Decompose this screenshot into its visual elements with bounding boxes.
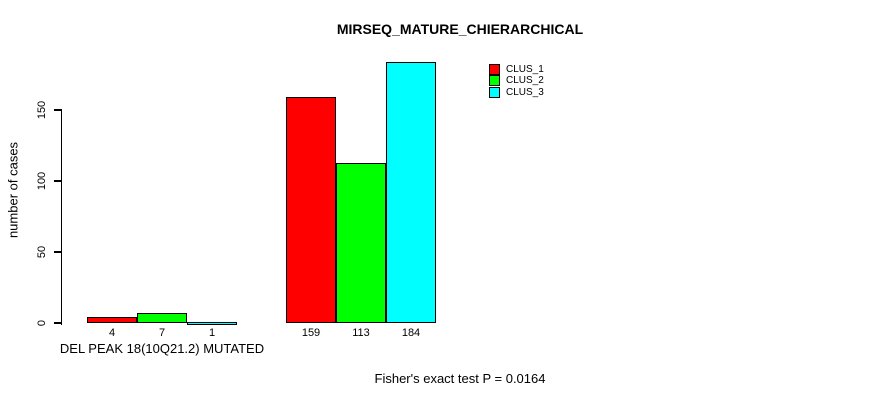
legend-label: CLUS_2 <box>506 75 544 87</box>
y-axis-title: number of cases <box>5 141 21 239</box>
x-group-label: DEL PEAK 18(10Q21.2) MUTATED <box>59 341 265 356</box>
legend-item-clus_2: CLUS_2 <box>489 75 544 87</box>
fisher-test-annotation: Fisher's exact test P = 0.0164 <box>374 371 546 386</box>
bar-clus_2-group2 <box>336 162 386 323</box>
legend-label: CLUS_3 <box>506 86 544 98</box>
bar-value-label: 113 <box>352 327 370 339</box>
y-tick-mark <box>54 322 62 324</box>
y-axis-line <box>60 110 62 325</box>
y-tick-label: 150 <box>36 100 48 120</box>
legend-item-clus_1: CLUS_1 <box>489 64 544 76</box>
bar-value-label: 4 <box>108 327 116 339</box>
bar-value-label: 159 <box>301 327 321 339</box>
bar-clus_2-group1 <box>137 313 187 323</box>
bar-clus_3-group2 <box>386 61 436 323</box>
y-tick-label: 50 <box>36 245 48 259</box>
bar-value-label: 1 <box>208 327 216 339</box>
bar-clus_3-group1 <box>187 321 237 325</box>
legend-swatch-clus_2 <box>489 75 500 87</box>
y-tick-label: 100 <box>36 171 48 191</box>
legend-swatch-clus_3 <box>489 86 500 98</box>
legend: CLUS_1 CLUS_2 CLUS_3 <box>489 64 544 98</box>
bar-value-label: 184 <box>401 327 421 339</box>
y-tick-mark <box>54 251 62 253</box>
legend-item-clus_3: CLUS_3 <box>489 86 544 98</box>
y-tick-label: 0 <box>36 319 48 327</box>
legend-swatch-clus_1 <box>489 64 500 76</box>
y-tick-mark <box>54 109 62 111</box>
bar-clus_1-group1 <box>87 317 137 323</box>
bar-value-label: 7 <box>158 327 166 339</box>
bar-clus_1-group2 <box>286 97 336 323</box>
chart-title: MIRSEQ_MATURE_CHIERARCHICAL <box>336 21 584 37</box>
y-tick-mark <box>54 180 62 182</box>
legend-label: CLUS_1 <box>506 64 544 76</box>
